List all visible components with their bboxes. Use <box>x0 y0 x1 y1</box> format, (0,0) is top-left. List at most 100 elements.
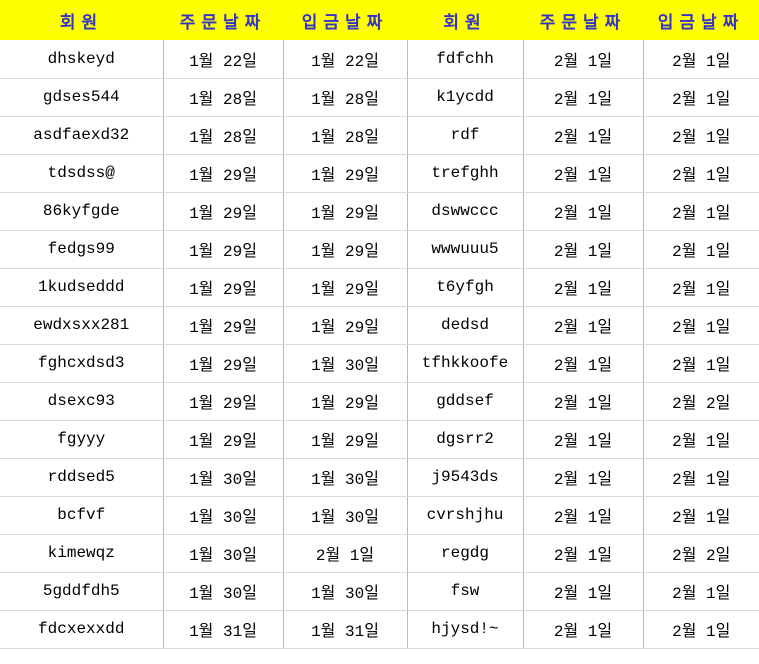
deposit-date-cell[interactable]: 1월 29일 <box>282 230 407 269</box>
order-date-cell[interactable]: 1월 29일 <box>162 154 283 193</box>
order-date-cell[interactable]: 1월 30일 <box>162 458 283 497</box>
member-cell[interactable]: cvrshjhu <box>406 496 523 535</box>
member-cell[interactable]: ewdxsxx281 <box>0 306 163 345</box>
deposit-date-cell[interactable]: 1월 29일 <box>282 382 407 421</box>
member-cell[interactable]: tdsdss@ <box>0 154 163 193</box>
order-date-cell[interactable]: 1월 29일 <box>162 306 283 345</box>
deposit-date-cell[interactable]: 1월 30일 <box>282 458 407 497</box>
member-cell[interactable]: 5gddfdh5 <box>0 572 163 611</box>
member-cell[interactable]: fdfchh <box>406 40 523 79</box>
deposit-date-cell[interactable]: 2월 1일 <box>642 572 759 611</box>
deposit-date-cell[interactable]: 1월 29일 <box>282 306 407 345</box>
deposit-date-cell[interactable]: 2월 1일 <box>642 116 759 155</box>
deposit-date-cell[interactable]: 2월 1일 <box>642 154 759 193</box>
deposit-date-cell[interactable]: 2월 1일 <box>642 610 759 649</box>
deposit-date-cell[interactable]: 1월 28일 <box>282 116 407 155</box>
order-date-cell[interactable]: 2월 1일 <box>522 344 643 383</box>
order-date-cell[interactable]: 1월 29일 <box>162 420 283 459</box>
header-member-left[interactable]: 회원 <box>0 0 163 40</box>
order-date-cell[interactable]: 1월 31일 <box>162 610 283 649</box>
member-cell[interactable]: trefghh <box>406 154 523 193</box>
order-date-cell[interactable]: 2월 1일 <box>522 230 643 269</box>
header-order-date-right[interactable]: 주문날짜 <box>523 0 643 40</box>
member-cell[interactable]: tfhkkoofe <box>406 344 523 383</box>
order-date-cell[interactable]: 1월 29일 <box>162 268 283 307</box>
member-cell[interactable]: dhskeyd <box>0 40 163 79</box>
member-cell[interactable]: fghcxdsd3 <box>0 344 163 383</box>
deposit-date-cell[interactable]: 1월 29일 <box>282 154 407 193</box>
member-cell[interactable]: kimewqz <box>0 534 163 573</box>
order-date-cell[interactable]: 2월 1일 <box>522 306 643 345</box>
deposit-date-cell[interactable]: 1월 30일 <box>282 496 407 535</box>
order-date-cell[interactable]: 1월 29일 <box>162 192 283 231</box>
member-cell[interactable]: regdg <box>406 534 523 573</box>
order-date-cell[interactable]: 2월 1일 <box>522 154 643 193</box>
order-date-cell[interactable]: 2월 1일 <box>522 572 643 611</box>
deposit-date-cell[interactable]: 1월 22일 <box>282 40 407 79</box>
order-date-cell[interactable]: 1월 30일 <box>162 534 283 573</box>
member-cell[interactable]: dsexc93 <box>0 382 163 421</box>
member-cell[interactable]: dswwccc <box>406 192 523 231</box>
order-date-cell[interactable]: 2월 1일 <box>522 268 643 307</box>
order-date-cell[interactable]: 2월 1일 <box>522 382 643 421</box>
deposit-date-cell[interactable]: 2월 1일 <box>642 268 759 307</box>
deposit-date-cell[interactable]: 2월 1일 <box>642 40 759 79</box>
member-cell[interactable]: 86kyfgde <box>0 192 163 231</box>
member-cell[interactable]: wwwuuu5 <box>406 230 523 269</box>
header-deposit-date-right[interactable]: 입금날짜 <box>643 0 759 40</box>
deposit-date-cell[interactable]: 2월 1일 <box>642 306 759 345</box>
order-date-cell[interactable]: 1월 30일 <box>162 496 283 535</box>
order-date-cell[interactable]: 2월 1일 <box>522 610 643 649</box>
deposit-date-cell[interactable]: 1월 29일 <box>282 420 407 459</box>
deposit-date-cell[interactable]: 2월 1일 <box>642 496 759 535</box>
member-cell[interactable]: k1ycdd <box>406 78 523 117</box>
member-cell[interactable]: t6yfgh <box>406 268 523 307</box>
order-date-cell[interactable]: 1월 22일 <box>162 40 283 79</box>
member-cell[interactable]: fdcxexxdd <box>0 610 163 649</box>
deposit-date-cell[interactable]: 1월 28일 <box>282 78 407 117</box>
order-date-cell[interactable]: 1월 29일 <box>162 230 283 269</box>
order-date-cell[interactable]: 2월 1일 <box>522 496 643 535</box>
member-cell[interactable]: dedsd <box>406 306 523 345</box>
member-cell[interactable]: bcfvf <box>0 496 163 535</box>
member-cell[interactable]: 1kudseddd <box>0 268 163 307</box>
member-cell[interactable]: fsw <box>406 572 523 611</box>
member-cell[interactable]: hjysd!~ <box>406 610 523 649</box>
order-date-cell[interactable]: 2월 1일 <box>522 40 643 79</box>
member-cell[interactable]: fgyyy <box>0 420 163 459</box>
member-cell[interactable]: rdf <box>406 116 523 155</box>
order-date-cell[interactable]: 1월 28일 <box>162 78 283 117</box>
order-date-cell[interactable]: 1월 30일 <box>162 572 283 611</box>
order-date-cell[interactable]: 2월 1일 <box>522 534 643 573</box>
deposit-date-cell[interactable]: 2월 2일 <box>642 382 759 421</box>
deposit-date-cell[interactable]: 2월 1일 <box>642 192 759 231</box>
deposit-date-cell[interactable]: 2월 1일 <box>642 344 759 383</box>
deposit-date-cell[interactable]: 1월 31일 <box>282 610 407 649</box>
deposit-date-cell[interactable]: 2월 1일 <box>642 420 759 459</box>
order-date-cell[interactable]: 1월 29일 <box>162 382 283 421</box>
deposit-date-cell[interactable]: 2월 2일 <box>642 534 759 573</box>
deposit-date-cell[interactable]: 1월 30일 <box>282 344 407 383</box>
member-cell[interactable]: gdses544 <box>0 78 163 117</box>
member-cell[interactable]: asdfaexd32 <box>0 116 163 155</box>
order-date-cell[interactable]: 2월 1일 <box>522 458 643 497</box>
member-cell[interactable]: j9543ds <box>406 458 523 497</box>
header-deposit-date-left[interactable]: 입금날짜 <box>283 0 407 40</box>
deposit-date-cell[interactable]: 2월 1일 <box>642 78 759 117</box>
order-date-cell[interactable]: 2월 1일 <box>522 78 643 117</box>
member-cell[interactable]: gddsef <box>406 382 523 421</box>
order-date-cell[interactable]: 2월 1일 <box>522 420 643 459</box>
deposit-date-cell[interactable]: 2월 1일 <box>642 458 759 497</box>
member-cell[interactable]: fedgs99 <box>0 230 163 269</box>
member-cell[interactable]: rddsed5 <box>0 458 163 497</box>
header-member-right[interactable]: 회원 <box>407 0 523 40</box>
member-cell[interactable]: dgsrr2 <box>406 420 523 459</box>
header-order-date-left[interactable]: 주문날짜 <box>163 0 283 40</box>
deposit-date-cell[interactable]: 1월 29일 <box>282 192 407 231</box>
deposit-date-cell[interactable]: 1월 30일 <box>282 572 407 611</box>
deposit-date-cell[interactable]: 1월 29일 <box>282 268 407 307</box>
order-date-cell[interactable]: 2월 1일 <box>522 116 643 155</box>
order-date-cell[interactable]: 2월 1일 <box>522 192 643 231</box>
order-date-cell[interactable]: 1월 28일 <box>162 116 283 155</box>
order-date-cell[interactable]: 1월 29일 <box>162 344 283 383</box>
